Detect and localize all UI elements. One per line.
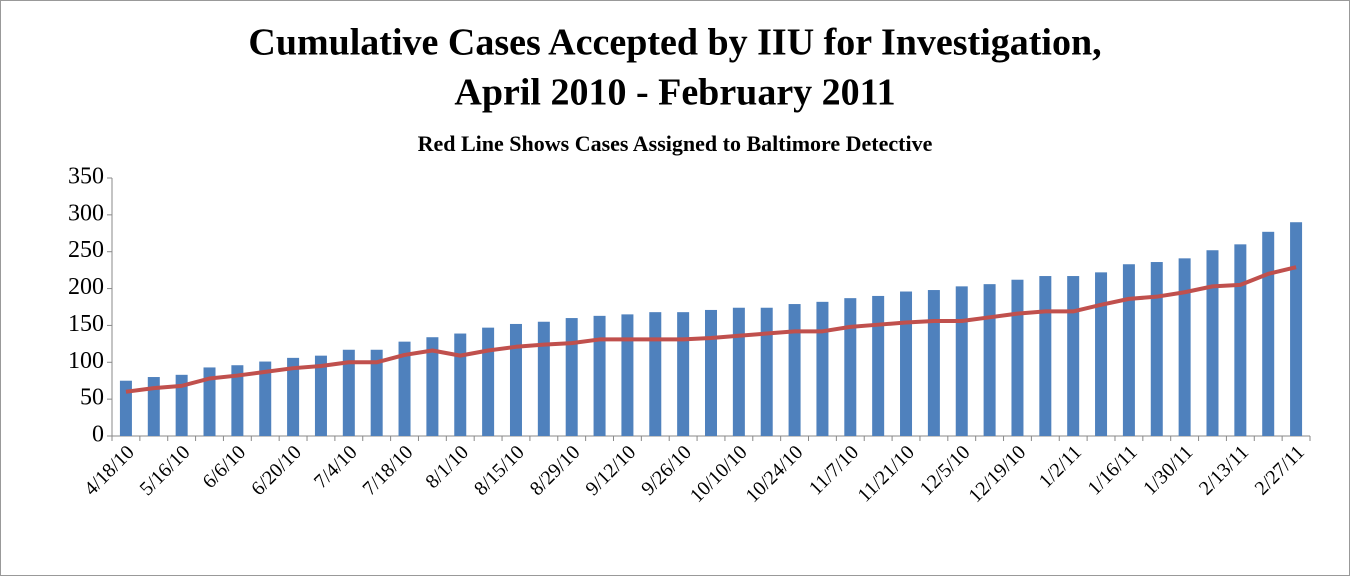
bar xyxy=(1122,264,1135,436)
bar xyxy=(677,312,690,436)
bar xyxy=(1095,272,1108,436)
bar xyxy=(621,314,634,436)
bar xyxy=(537,321,550,436)
bar xyxy=(175,374,188,436)
y-tick-label: 50 xyxy=(80,385,104,411)
bar xyxy=(1206,250,1219,436)
bar xyxy=(1262,231,1275,436)
bar xyxy=(844,298,857,436)
y-tick-label: 350 xyxy=(68,164,104,190)
bar xyxy=(203,367,216,436)
bar xyxy=(454,333,467,436)
bar xyxy=(370,349,383,436)
y-tick-label: 250 xyxy=(68,237,104,263)
bar xyxy=(983,284,996,436)
y-tick-label: 0 xyxy=(92,422,104,448)
bar xyxy=(147,377,160,436)
bar xyxy=(732,307,745,436)
bar xyxy=(760,307,773,436)
bar xyxy=(314,355,327,436)
bar xyxy=(482,327,495,436)
bar xyxy=(927,290,940,436)
bar xyxy=(593,315,606,436)
bar xyxy=(287,357,300,436)
bar xyxy=(900,291,913,436)
chart-title: Cumulative Cases Accepted by IIU for Inv… xyxy=(248,22,1101,64)
bar xyxy=(955,286,968,436)
bar xyxy=(119,380,132,436)
y-tick-label: 150 xyxy=(68,311,104,337)
bar xyxy=(705,309,717,436)
bar xyxy=(816,301,829,436)
chart-subtitle: Red Line Shows Cases Assigned to Baltimo… xyxy=(418,131,933,156)
bar xyxy=(1150,262,1163,436)
bar xyxy=(565,318,578,436)
bar xyxy=(342,349,355,436)
bar xyxy=(1234,244,1247,436)
bar xyxy=(649,312,662,436)
y-tick-label: 200 xyxy=(68,274,104,300)
bar xyxy=(231,365,244,436)
bar xyxy=(1290,222,1303,436)
y-tick-label: 100 xyxy=(68,348,104,374)
bar xyxy=(259,361,272,436)
bar xyxy=(1178,258,1191,436)
bar xyxy=(872,295,885,436)
bar xyxy=(1067,276,1080,436)
bar xyxy=(426,337,439,436)
bar xyxy=(1039,276,1052,436)
line xyxy=(125,265,1297,394)
bar xyxy=(398,341,411,436)
chart-title: April 2010 - February 2011 xyxy=(454,72,895,114)
y-tick-label: 300 xyxy=(68,200,104,226)
bar xyxy=(788,304,801,436)
bar xyxy=(1011,279,1024,436)
bar xyxy=(509,323,522,436)
